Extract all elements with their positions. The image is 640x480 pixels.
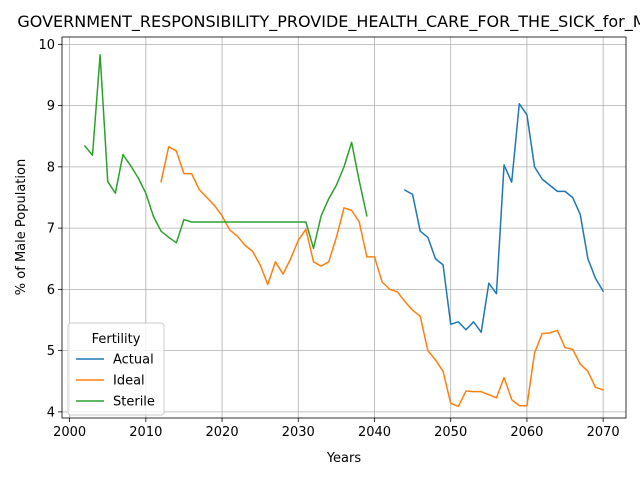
y-tick-label: 9 bbox=[47, 99, 55, 114]
y-axis-label: % of Male Population bbox=[14, 159, 29, 295]
y-tick-label: 7 bbox=[47, 222, 55, 237]
x-tick-label: 2060 bbox=[510, 425, 543, 440]
y-tick-label: 6 bbox=[47, 283, 55, 298]
x-tick-label: 2000 bbox=[53, 425, 86, 440]
series-lines bbox=[83, 54, 605, 408]
x-tick-label: 2010 bbox=[129, 425, 162, 440]
y-tick-label: 8 bbox=[47, 160, 55, 175]
axis-ticks: 2000 2010 2020 2030 2040 2050 2060 2070 4 5 6 7 8 9 10 bbox=[38, 38, 619, 440]
legend-entries: Actual Ideal Sterile bbox=[76, 353, 155, 410]
x-tick-label: 2070 bbox=[587, 425, 620, 440]
y-tick-label: 10 bbox=[38, 38, 55, 53]
x-tick-label: 2020 bbox=[206, 425, 239, 440]
legend-label-ideal: Ideal bbox=[113, 374, 145, 389]
x-tick-label: 2030 bbox=[282, 425, 315, 440]
legend-title: Fertility bbox=[92, 332, 141, 347]
legend-label-actual: Actual bbox=[113, 353, 154, 368]
y-tick-label: 4 bbox=[47, 405, 55, 420]
x-axis-label: Years bbox=[326, 451, 362, 466]
legend-label-sterile: Sterile bbox=[113, 395, 155, 410]
series-line-actual bbox=[403, 103, 605, 333]
series-line-sterile bbox=[83, 54, 368, 250]
series-line-ideal bbox=[160, 145, 605, 408]
legend: Fertility Actual Ideal Sterile bbox=[67, 322, 165, 416]
x-tick-label: 2040 bbox=[358, 425, 391, 440]
plot-frame bbox=[61, 36, 627, 419]
chart-title: GOVERNMENT_RESPONSIBILITY_PROVIDE_HEALTH… bbox=[17, 12, 640, 32]
legend-frame bbox=[67, 322, 165, 416]
x-tick-label: 2050 bbox=[434, 425, 467, 440]
y-tick-label: 5 bbox=[47, 344, 55, 359]
